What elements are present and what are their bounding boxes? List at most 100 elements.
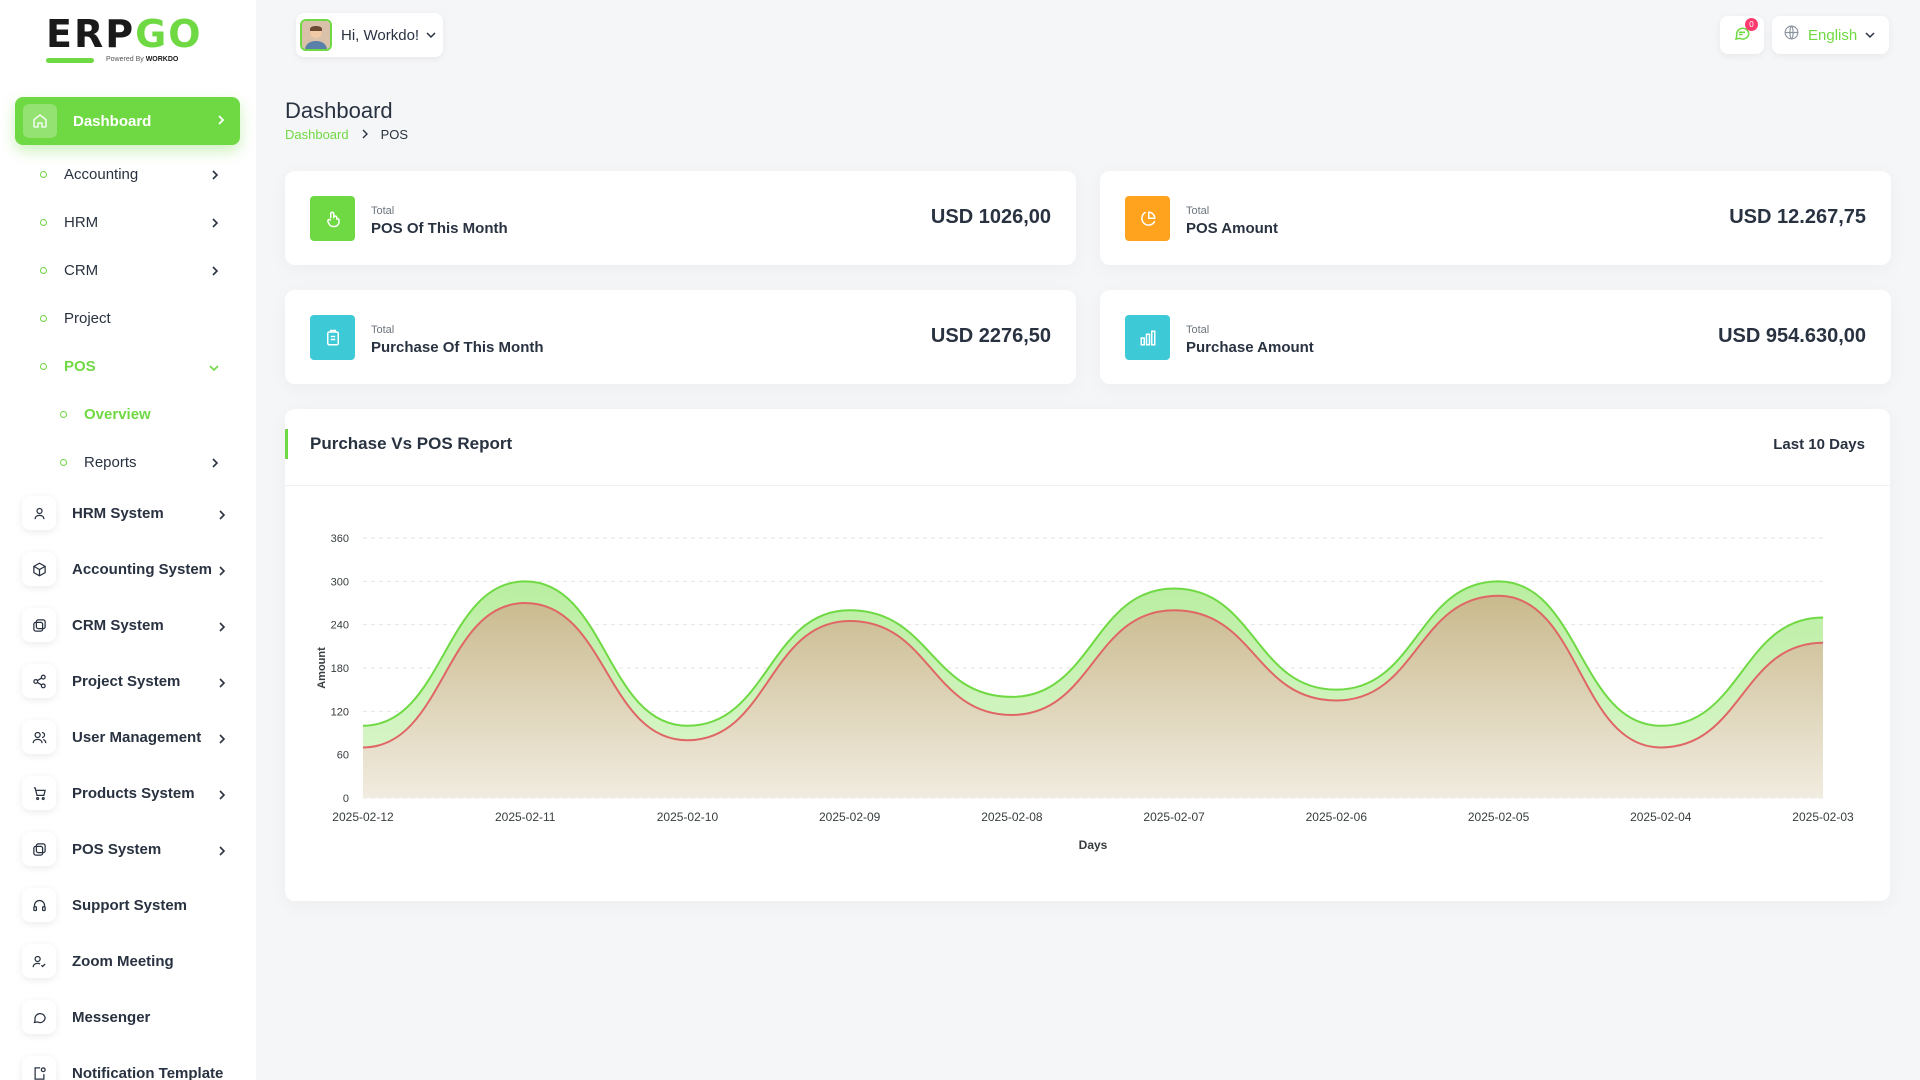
bullet-icon <box>40 170 47 178</box>
user-menu-button[interactable]: Hi, Workdo! <box>296 13 443 57</box>
card-small-label: Total <box>1186 205 1210 217</box>
bullet-icon <box>60 458 67 466</box>
user-icon <box>22 496 56 530</box>
notification-badge: 0 <box>1745 18 1758 31</box>
chevron-right-icon <box>210 216 220 233</box>
share-icon <box>22 664 56 698</box>
sidebar-item-label: Notification Template <box>72 1064 224 1080</box>
series-line-1 <box>362 594 1824 749</box>
sidebar-item-user-management[interactable]: User Management <box>22 719 237 755</box>
breadcrumb-current: POS <box>380 127 409 142</box>
x-tick-label: 2025-02-10 <box>657 810 719 824</box>
logo-underline <box>46 58 94 63</box>
stat-card-purchase-amount: Total Purchase Amount USD 954.630,00 <box>1100 290 1891 384</box>
x-tick-label: 2025-02-04 <box>1630 810 1692 824</box>
sidebar-item-hrm-system[interactable]: HRM System <box>22 495 237 531</box>
chevron-right-icon <box>216 113 226 131</box>
sidebar-item-crm[interactable]: CRM <box>40 258 230 282</box>
sidebar-item-accounting[interactable]: Accounting <box>40 162 230 186</box>
avatar <box>300 19 332 51</box>
powered-brand-text: WORKDO <box>145 56 179 63</box>
hand-pointer-icon <box>310 196 355 241</box>
sidebar-item-support-system[interactable]: Support System <box>22 887 237 923</box>
page-title: Dashboard <box>285 98 393 123</box>
sidebar-item-label: POS System <box>72 840 162 858</box>
sidebar-item-reports[interactable]: Reports <box>60 450 230 474</box>
sidebar-item-label: Products System <box>72 784 195 802</box>
sidebar-item-products-system[interactable]: Products System <box>22 775 237 811</box>
card-amount: USD 954.630,00 <box>1718 325 1866 347</box>
card-label: POS Amount <box>1186 220 1278 237</box>
language-label: English <box>1808 26 1858 44</box>
y-tick-label: 300 <box>331 576 349 588</box>
card-amount: USD 1026,00 <box>930 206 1051 228</box>
sidebar-item-messenger[interactable]: Messenger <box>22 999 237 1035</box>
sidebar-item-hrm[interactable]: HRM <box>40 210 230 234</box>
card-small-label: Total <box>1186 324 1210 336</box>
sidebar-item-pos-system[interactable]: POS System <box>22 831 237 867</box>
bullet-icon <box>40 266 47 274</box>
sidebar-item-overview[interactable]: Overview <box>60 402 230 426</box>
user-greeting: Hi, Workdo! <box>341 26 420 44</box>
sidebar-item-label: Support System <box>72 896 188 914</box>
y-tick-label: 180 <box>331 663 349 675</box>
sidebar-item-pos[interactable]: POS <box>40 354 230 378</box>
notification-button[interactable]: 0 <box>1720 16 1764 54</box>
date-range-selector[interactable]: Last 10 Days <box>1773 436 1865 453</box>
sidebar-item-label: CRM <box>64 261 99 279</box>
chevron-down-icon <box>208 360 220 377</box>
chevron-right-icon <box>217 676 227 693</box>
chevron-right-icon <box>217 564 227 581</box>
sidebar: ERPGO Powered By WORKDO Dashboard Accoun… <box>0 0 256 1080</box>
bar-chart-icon <box>1125 315 1170 360</box>
sidebar-item-project-system[interactable]: Project System <box>22 663 237 699</box>
chevron-right-icon <box>217 844 227 861</box>
breadcrumb: Dashboard POS <box>285 127 408 142</box>
sidebar-item-accounting-system[interactable]: Accounting System <box>22 551 237 587</box>
sidebar-item-crm-system[interactable]: CRM System <box>22 607 237 643</box>
bullet-icon <box>40 314 47 322</box>
sidebar-item-label: Dashboard <box>73 112 152 130</box>
erpgo-logo[interactable]: ERPGO Powered By WORKDO <box>46 14 216 68</box>
x-tick-label: 2025-02-06 <box>1306 810 1368 824</box>
clipboard-icon <box>310 315 355 360</box>
powered-by-text: Powered By <box>106 56 144 63</box>
sidebar-item-label: Overview <box>84 405 151 423</box>
series-line-0 <box>362 580 1824 727</box>
chevron-right-icon <box>217 508 227 525</box>
chevron-right-icon <box>217 620 227 637</box>
sidebar-item-label: CRM System <box>72 616 164 634</box>
cart-icon <box>22 776 56 810</box>
sidebar-item-dashboard[interactable]: Dashboard <box>15 97 240 145</box>
sidebar-item-label: Zoom Meeting <box>72 952 174 970</box>
card-small-label: Total <box>371 324 395 336</box>
box-icon <box>22 552 56 586</box>
user-check-icon <box>22 944 56 978</box>
layers-icon <box>22 832 56 866</box>
breadcrumb-link-dashboard[interactable]: Dashboard <box>285 127 349 142</box>
card-amount: USD 12.267,75 <box>1729 206 1866 228</box>
x-tick-label: 2025-02-07 <box>1143 810 1205 824</box>
purchase-vs-pos-report: Purchase Vs POS Report Last 10 Days 0 60 1… <box>285 409 1890 901</box>
series-area-1 <box>363 595 1823 798</box>
chevron-down-icon <box>1865 26 1875 44</box>
sidebar-item-label: Accounting <box>64 165 139 183</box>
x-tick-label: 2025-02-12 <box>332 810 394 824</box>
sidebar-item-notification-template[interactable]: Notification Template <box>22 1055 237 1080</box>
sidebar-item-zoom-meeting[interactable]: Zoom Meeting <box>22 943 237 979</box>
card-amount: USD 2276,50 <box>930 325 1051 347</box>
sidebar-item-label: HRM <box>64 213 99 231</box>
y-tick-label: 60 <box>337 750 349 762</box>
header-accent-bar <box>285 429 288 459</box>
x-tick-label: 2025-02-08 <box>981 810 1043 824</box>
globe-icon <box>1783 24 1800 46</box>
stat-card-pos-month: Total POS Of This Month USD 1026,00 <box>285 171 1076 265</box>
sidebar-item-project[interactable]: Project <box>40 306 230 330</box>
sidebar-item-label: Reports <box>84 453 137 471</box>
stat-card-purchase-month: Total Purchase Of This Month USD 2276,50 <box>285 290 1076 384</box>
stat-card-pos-amount: Total POS Amount USD 12.267,75 <box>1100 171 1891 265</box>
message-icon <box>22 1000 56 1034</box>
language-selector[interactable]: English <box>1772 16 1889 54</box>
x-axis-label: Days <box>1079 838 1108 852</box>
pie-chart-icon <box>1125 196 1170 241</box>
